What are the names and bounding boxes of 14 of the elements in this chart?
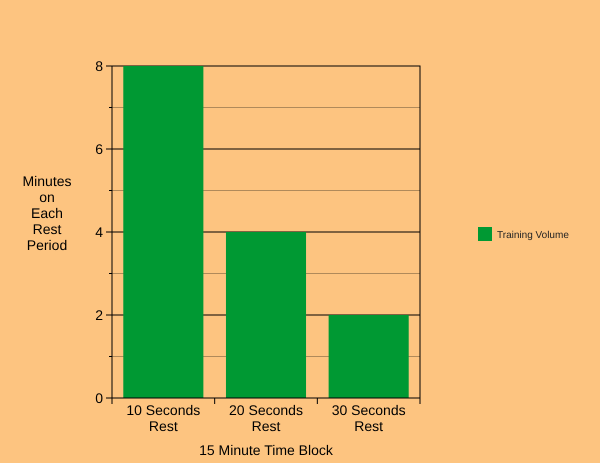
- x-tick-label: 10 Seconds Rest: [126, 402, 200, 434]
- bar: [328, 315, 409, 398]
- y-tick-label: 2: [95, 306, 104, 323]
- y-tick-label: 0: [95, 390, 104, 406]
- y-tick-label: 6: [95, 140, 104, 157]
- legend-label: Training Volume: [497, 230, 570, 241]
- y-tick-label: 4: [95, 224, 104, 240]
- bar: [123, 66, 204, 398]
- y-axis-title: Minutes on Each Rest Period: [22, 173, 72, 253]
- x-tick-label: 20 Seconds Rest: [229, 402, 303, 434]
- x-axis-title: 15 Minute Time Block: [199, 442, 334, 458]
- y-tick-label: 8: [95, 58, 104, 74]
- bar: [226, 232, 306, 398]
- x-tick-label: 30 Seconds Rest: [332, 402, 406, 434]
